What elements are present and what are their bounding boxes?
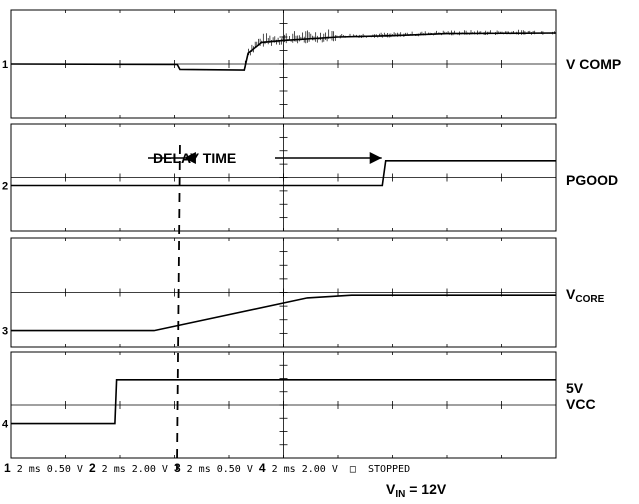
channel2-label: PGOOD xyxy=(566,172,619,188)
footer-ch1-scale: 2 ms 0.50 V xyxy=(10,464,89,475)
channel4-trace xyxy=(11,379,556,425)
channel3-trace xyxy=(11,294,556,332)
footer-ch3-num: 3 xyxy=(173,461,181,475)
channel1-label: V COMP xyxy=(566,56,622,72)
channel3-label: VCORE xyxy=(566,286,605,305)
channel2-ground-marker: 2 xyxy=(2,181,8,193)
delay-arrow-right-head xyxy=(369,152,382,164)
vin-label: VIN = 12V xyxy=(386,481,447,500)
footer-ch4-num: 4 xyxy=(258,461,266,475)
channel1-ground-marker: 1 xyxy=(2,59,8,71)
channel4-label: 5V VCC xyxy=(566,380,596,412)
footer-ch1-num: 1 xyxy=(4,461,11,475)
scope-status-footer: 1 2 ms 0.50 V 2 2 ms 2.00 V 3 2 ms 0.50 … xyxy=(4,461,410,475)
footer-ch4-scale: 2 ms 2.00 V xyxy=(265,464,344,475)
footer-ch3-scale: 2 ms 0.50 V xyxy=(180,464,259,475)
footer-status: □ STOPPED xyxy=(343,464,411,475)
delay-time-dashed-marker xyxy=(176,144,181,471)
delay-time-label: DELAY TIME xyxy=(153,150,236,166)
channel3-ground-marker: 3 xyxy=(2,326,8,338)
footer-ch2-num: 2 xyxy=(88,461,96,475)
footer-ch2-scale: 2 ms 2.00 V xyxy=(95,464,174,475)
channel2-trace xyxy=(11,160,556,187)
channel1-noise xyxy=(244,29,557,68)
delay-arrow-left-head xyxy=(183,152,196,164)
channel4-ground-marker: 4 xyxy=(2,419,9,431)
